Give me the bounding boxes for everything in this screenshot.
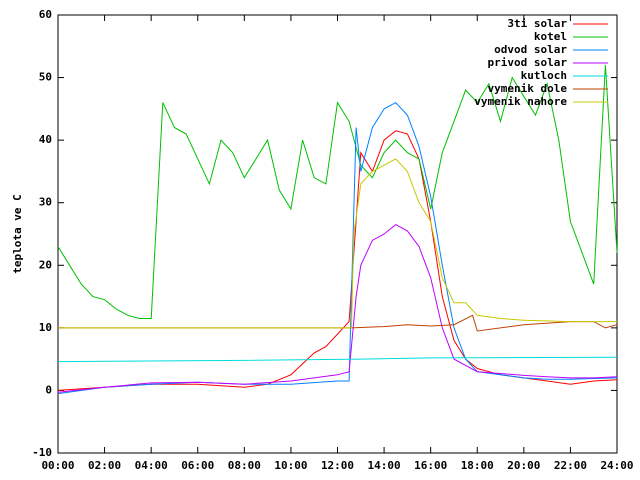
x-tick-label: 08:00 bbox=[228, 459, 261, 472]
series-line bbox=[58, 314, 618, 332]
y-tick-label: 30 bbox=[39, 196, 52, 209]
legend-label: kutloch bbox=[521, 69, 567, 82]
y-tick-label: 20 bbox=[39, 258, 52, 271]
y-tick-label: 10 bbox=[39, 321, 52, 334]
series-line bbox=[58, 158, 617, 329]
legend-label: kotel bbox=[534, 30, 567, 43]
x-tick-label: 04:00 bbox=[135, 459, 168, 472]
series-line bbox=[57, 356, 618, 363]
series-line bbox=[57, 130, 618, 391]
legend-label: vymenik dole bbox=[488, 82, 568, 95]
y-tick-label: 60 bbox=[39, 8, 52, 21]
y-tick-label: 40 bbox=[39, 133, 52, 146]
x-tick-label: 00:00 bbox=[41, 459, 74, 472]
y-axis-label: teplota ve C bbox=[11, 194, 24, 273]
x-tick-label: 22:00 bbox=[554, 459, 587, 472]
y-tick-label: -10 bbox=[32, 446, 52, 459]
x-tick-label: 16:00 bbox=[414, 459, 447, 472]
legend-label: 3ti solar bbox=[507, 17, 567, 30]
x-tick-label: 24:00 bbox=[600, 459, 633, 472]
y-tick-label: 0 bbox=[45, 383, 52, 396]
x-tick-label: 18:00 bbox=[461, 459, 494, 472]
x-tick-label: 10:00 bbox=[274, 459, 307, 472]
y-tick-label: 50 bbox=[39, 71, 52, 84]
x-tick-label: 20:00 bbox=[507, 459, 540, 472]
x-tick-label: 12:00 bbox=[321, 459, 354, 472]
x-tick-label: 14:00 bbox=[368, 459, 401, 472]
x-tick-label: 02:00 bbox=[88, 459, 121, 472]
legend-label: vymenik nahore bbox=[474, 95, 567, 108]
x-tick-label: 06:00 bbox=[181, 459, 214, 472]
series-line bbox=[57, 224, 618, 393]
legend-label: privod solar bbox=[488, 56, 568, 69]
legend-label: odvod solar bbox=[494, 43, 567, 56]
series-line bbox=[57, 101, 618, 395]
series-line bbox=[57, 65, 618, 319]
